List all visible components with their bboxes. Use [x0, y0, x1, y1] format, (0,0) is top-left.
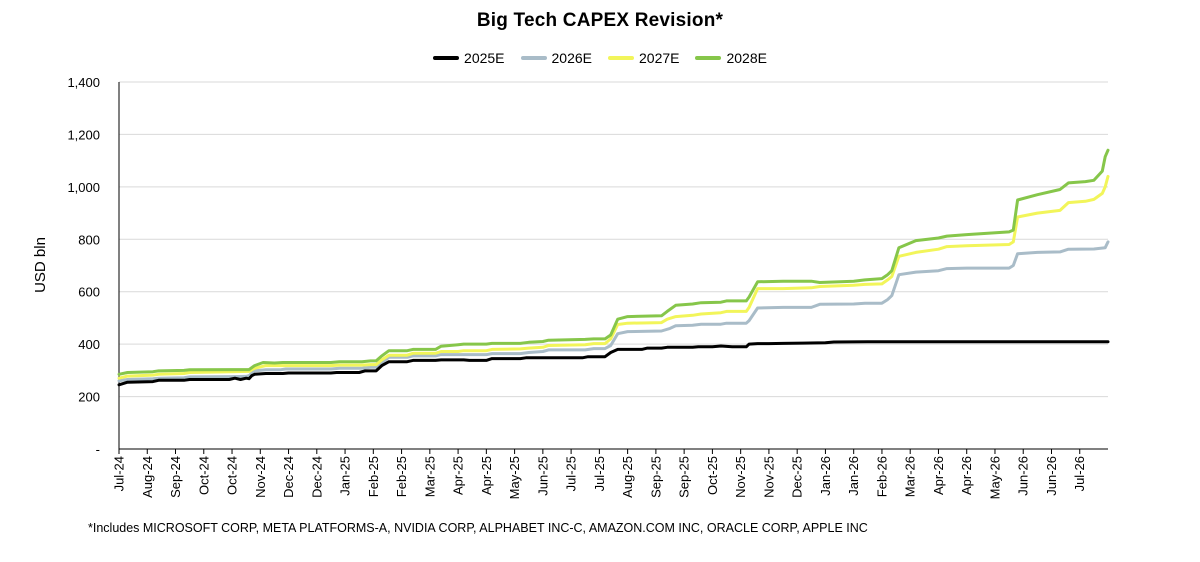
x-tick-label: Dec-24: [281, 456, 296, 498]
legend-item-2027e: 2027E: [608, 50, 679, 66]
series-line-2026e: [117, 240, 1110, 383]
x-tick-label: Apr-26: [931, 456, 946, 495]
y-tick-label: -: [96, 442, 100, 457]
x-tick-label: Jan-26: [818, 456, 833, 496]
x-tick-label: Aug-24: [140, 456, 155, 498]
chart-title: Big Tech CAPEX Revision*: [476, 10, 724, 31]
x-tick-label: Jul-24: [112, 456, 127, 491]
x-tick-label: Dec-25: [790, 456, 805, 498]
y-tick-label: 1,400: [67, 75, 100, 90]
x-tick-label: Aug-25: [620, 456, 635, 498]
x-tick-label: Feb-26: [874, 456, 889, 497]
x-tick-label: Sep-24: [168, 456, 183, 498]
series-line-2028e: [117, 148, 1110, 376]
x-tick-label: Jun-25: [535, 456, 550, 496]
x-tick-label: May-25: [507, 456, 522, 499]
series-line-2025e: [117, 340, 1110, 387]
x-tick-label: Jun-26: [1044, 456, 1059, 496]
x-tick-label: May-26: [987, 456, 1002, 499]
x-tick-label: Jul-26: [1072, 456, 1087, 491]
legend-label-2028e: 2028E: [726, 50, 767, 66]
x-tick-label: Jul-25: [564, 456, 579, 491]
series-layer: [117, 148, 1110, 387]
x-tick-label: Jul-25: [592, 456, 607, 491]
legend-item-2026e: 2026E: [520, 50, 592, 66]
x-tick-label: Apr-25: [479, 456, 494, 495]
y-tick-label: 200: [78, 390, 100, 405]
legend-swatch-2026e: [520, 56, 547, 60]
y-axis-title: USD bln: [32, 237, 49, 293]
x-tick-label: Sep-25: [648, 456, 663, 498]
legend-swatch-2025e: [433, 56, 460, 60]
footnote: *Includes MICROSOFT CORP, META PLATFORMS…: [88, 521, 868, 535]
axis-layer: [118, 82, 1108, 454]
x-tick-label: Mar-25: [422, 456, 437, 497]
x-tick-label: Nov-24: [253, 456, 268, 498]
x-tick-label: Feb-25: [394, 456, 409, 497]
x-tick-label: Oct-24: [196, 456, 211, 495]
x-tick-label: Jan-26: [846, 456, 861, 496]
grid-layer: [119, 81, 1108, 398]
y-tick-label: 400: [78, 337, 100, 352]
x-tick-label: Mar-26: [903, 456, 918, 497]
x-tick-label: Nov-25: [733, 456, 748, 498]
x-tick-label: Feb-25: [366, 456, 381, 497]
y-tick-label: 1,200: [67, 127, 100, 142]
legend: 2025E 2026E 2027E 2028E: [0, 50, 1200, 66]
x-tick-label: Sep-25: [677, 456, 692, 498]
x-tick-label: Apr-26: [959, 456, 974, 495]
x-tick-label: Nov-25: [761, 456, 776, 498]
tick-label-layer: - 200 400 600 800 1,000 1,200 1,400 Jul-24 Aug-24…: [67, 75, 1087, 499]
x-tick-label: Apr-25: [451, 456, 466, 495]
x-tick-label: Jun-26: [1016, 456, 1031, 496]
legend-item-2028e: 2028E: [695, 50, 767, 66]
legend-item-2025e: 2025E: [433, 50, 505, 66]
x-tick-label: Dec-24: [309, 456, 324, 498]
legend-label-2025e: 2025E: [464, 50, 505, 66]
y-tick-label: 1,000: [67, 180, 100, 195]
legend-swatch-2028e: [695, 56, 722, 60]
legend-label-2026e: 2026E: [551, 50, 592, 66]
series-line-2027e: [117, 174, 1110, 380]
y-tick-label: 800: [78, 232, 100, 247]
legend-label-2027e: 2027E: [639, 50, 680, 66]
legend-swatch-2027e: [608, 56, 634, 60]
y-tick-label: 600: [78, 285, 100, 300]
x-tick-label: Jan-25: [338, 456, 353, 496]
x-tick-label: Oct-24: [225, 456, 240, 495]
x-tick-label: Oct-25: [705, 456, 720, 495]
